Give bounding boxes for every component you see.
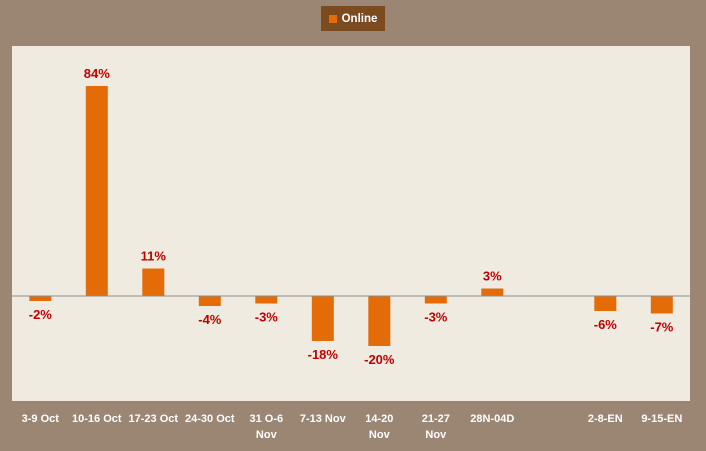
bar-21-27-nov <box>424 296 447 304</box>
bar-17-23-oct <box>142 268 165 296</box>
x-tick-label: 28N-04D <box>470 413 514 425</box>
x-tick-label: 9-15-EN <box>641 413 682 425</box>
x-tick-label-line: 10-16 Oct <box>72 413 122 425</box>
data-label: 11% <box>141 249 167 264</box>
data-label: -2% <box>29 307 53 322</box>
data-label: -6% <box>594 317 618 332</box>
x-tick-label-line: 14-20 <box>365 413 393 425</box>
data-label: -7% <box>650 320 674 335</box>
data-label: 84% <box>84 66 110 81</box>
data-label: -18% <box>308 347 339 362</box>
x-tick-label: 14-20 Nov <box>365 413 393 441</box>
x-tick-label-line: Nov <box>425 429 447 441</box>
bar-28n-04d <box>481 288 504 296</box>
x-tick-label: 3-9 Oct <box>22 413 60 425</box>
plot-area <box>12 46 690 401</box>
data-labels-group: -2% 84% 11% -4% -3% -18% -20% -3% 3% -6% -7% <box>29 66 674 367</box>
data-label: -20% <box>364 352 395 367</box>
bar-7-13-nov <box>311 296 334 341</box>
bar-31-o-6-nov <box>255 296 278 304</box>
bar-14-20-nov <box>368 296 391 346</box>
x-tick-label-line: 2-8-EN <box>588 413 623 425</box>
data-label: 3% <box>483 269 502 284</box>
x-tick-labels-group: 3-9 Oct 10-16 Oct 17-23 Oct 24-30 Oct 31 O-6… <box>22 413 683 441</box>
bar-9-15-en <box>650 296 673 314</box>
x-tick-label: 10-16 Oct <box>72 413 122 425</box>
legend-label: Online <box>341 12 378 25</box>
x-tick-label: 21-27 Nov <box>422 413 450 441</box>
bars-group <box>29 86 673 346</box>
x-tick-label-line: 7-13 Nov <box>300 413 347 425</box>
x-tick-label: 2-8-EN <box>588 413 623 425</box>
x-tick-label: 17-23 Oct <box>129 413 179 425</box>
bar-2-8-en <box>594 296 617 311</box>
legend-swatch <box>328 14 337 23</box>
x-tick-label-line: 3-9 Oct <box>22 413 60 425</box>
legend: Online <box>321 6 385 31</box>
x-tick-label-line: 24-30 Oct <box>185 413 235 425</box>
data-label: -4% <box>198 312 222 327</box>
x-tick-label: 24-30 Oct <box>185 413 235 425</box>
x-tick-label-line: 31 O-6 <box>249 413 283 425</box>
bar-24-30-oct <box>198 296 221 306</box>
x-tick-label-line: Nov <box>256 429 278 441</box>
x-tick-label-line: Nov <box>369 429 391 441</box>
x-tick-label-line: 17-23 Oct <box>129 413 179 425</box>
bar-3-9-oct <box>29 296 52 301</box>
bar-10-16-oct <box>85 86 108 296</box>
x-tick-label-line: 28N-04D <box>470 413 514 425</box>
x-tick-label-line: 21-27 <box>422 413 450 425</box>
data-label: -3% <box>424 310 448 325</box>
x-tick-label-line: 9-15-EN <box>641 413 682 425</box>
data-label: -3% <box>255 310 279 325</box>
x-tick-label: 31 O-6 Nov <box>249 413 283 441</box>
x-tick-label: 7-13 Nov <box>300 413 347 425</box>
